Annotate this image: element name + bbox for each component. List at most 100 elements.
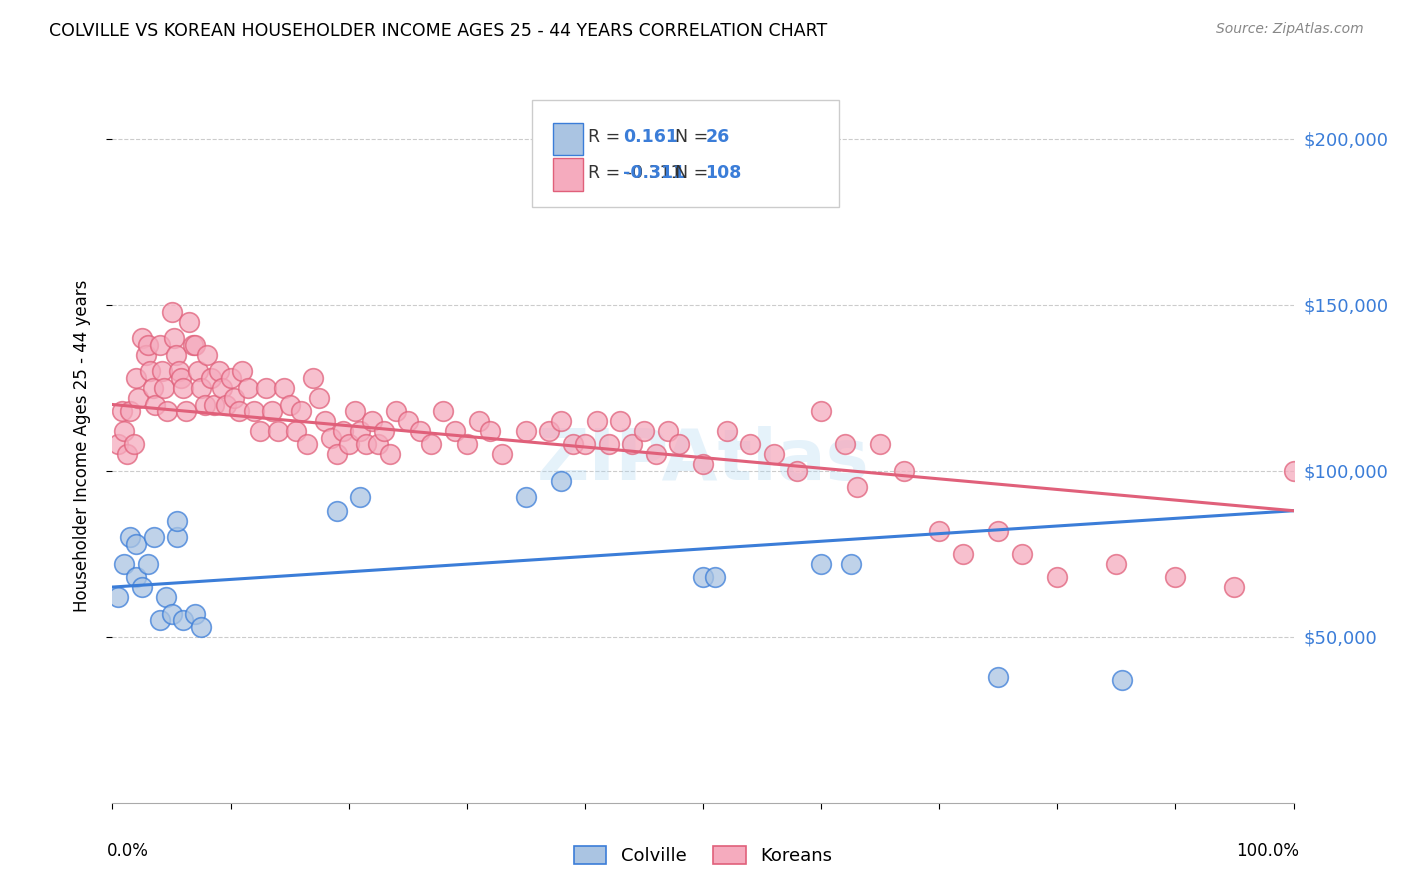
Text: COLVILLE VS KOREAN HOUSEHOLDER INCOME AGES 25 - 44 YEARS CORRELATION CHART: COLVILLE VS KOREAN HOUSEHOLDER INCOME AG… (49, 22, 828, 40)
Point (120, 404, 142, 418)
Point (143, 397, 166, 411)
Point (314, 414, 336, 428)
Text: Source: ZipAtlas.com: Source: ZipAtlas.com (1216, 22, 1364, 37)
Point (740, 437, 762, 451)
Point (893, 464, 915, 478)
Text: R = -0.311: R = -0.311 (589, 164, 682, 182)
Point (254, 381, 277, 395)
Point (621, 437, 644, 451)
Point (190, 381, 212, 395)
Point (1223, 580, 1246, 594)
Point (657, 424, 679, 438)
Point (349, 491, 371, 505)
Point (139, 364, 162, 378)
Point (107, 590, 129, 604)
Point (211, 381, 233, 395)
Point (538, 424, 561, 438)
Point (200, 371, 222, 385)
Point (184, 607, 207, 621)
Point (952, 547, 974, 561)
Point (367, 437, 389, 451)
Point (378, 447, 401, 461)
Point (396, 414, 419, 428)
Point (163, 331, 186, 345)
Point (142, 381, 165, 395)
Point (135, 348, 157, 362)
Text: 0.161: 0.161 (623, 128, 678, 146)
Point (361, 414, 384, 428)
Point (574, 437, 596, 451)
Point (385, 404, 408, 418)
Point (716, 424, 738, 438)
Point (834, 437, 856, 451)
Point (987, 670, 1010, 684)
Point (125, 371, 148, 385)
Point (215, 397, 238, 411)
Point (156, 404, 179, 418)
FancyBboxPatch shape (553, 123, 582, 155)
Point (308, 391, 330, 405)
Point (326, 447, 349, 461)
Point (160, 304, 183, 318)
FancyBboxPatch shape (553, 159, 582, 191)
Point (869, 437, 891, 451)
Point (136, 338, 159, 352)
Y-axis label: Householder Income Ages 25 - 44 years: Householder Income Ages 25 - 44 years (73, 280, 91, 612)
Point (167, 364, 190, 378)
Point (302, 371, 325, 385)
Point (165, 348, 187, 362)
Point (562, 437, 585, 451)
Point (131, 580, 153, 594)
Point (337, 437, 360, 451)
Point (703, 570, 725, 584)
Point (202, 397, 225, 411)
Point (1105, 557, 1128, 571)
Point (550, 414, 572, 428)
Point (136, 557, 159, 571)
Point (456, 437, 478, 451)
Point (120, 530, 142, 544)
Point (1011, 547, 1033, 561)
Text: N =: N = (675, 164, 707, 182)
Point (142, 530, 165, 544)
Point (928, 524, 950, 538)
Point (190, 620, 212, 634)
Point (668, 437, 690, 451)
Point (111, 404, 134, 418)
Point (408, 424, 430, 438)
Point (179, 314, 201, 328)
Point (845, 481, 868, 495)
Text: 26: 26 (706, 128, 730, 146)
Point (149, 338, 172, 352)
Point (432, 404, 454, 418)
Point (243, 404, 266, 418)
Point (181, 338, 204, 352)
Point (1046, 570, 1069, 584)
Point (166, 530, 188, 544)
Point (160, 607, 183, 621)
Text: -0.311: -0.311 (623, 164, 685, 182)
Point (231, 364, 253, 378)
Point (238, 381, 260, 395)
Point (692, 457, 714, 471)
Point (326, 504, 349, 518)
Point (172, 613, 194, 627)
Text: 100.0%: 100.0% (1236, 842, 1299, 860)
Point (1164, 570, 1187, 584)
Point (810, 404, 832, 418)
Point (115, 447, 138, 461)
Point (444, 424, 467, 438)
Point (839, 557, 862, 571)
Point (332, 424, 354, 438)
Text: R =: R = (589, 128, 620, 146)
Point (107, 437, 129, 451)
Point (1282, 464, 1305, 478)
Point (343, 404, 366, 418)
Point (278, 397, 301, 411)
Point (149, 613, 172, 627)
Point (515, 491, 537, 505)
Point (467, 414, 489, 428)
Point (356, 437, 378, 451)
Point (125, 570, 148, 584)
Point (644, 447, 666, 461)
